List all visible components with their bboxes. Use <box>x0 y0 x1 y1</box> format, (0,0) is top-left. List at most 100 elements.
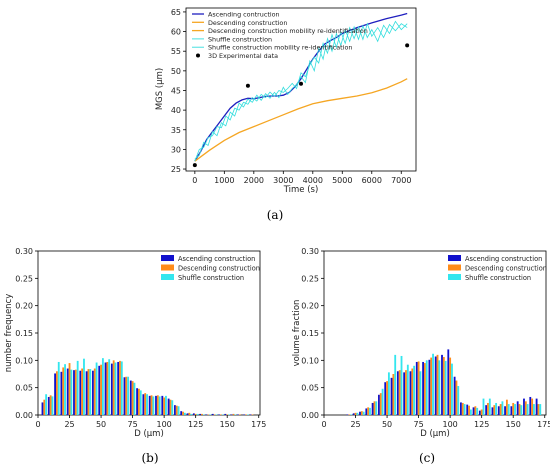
bar <box>463 404 466 415</box>
bar <box>202 414 205 415</box>
axis-ticks-c: 0 25 50 75 100 125 150 175 0.00 0.05 0.10 0.15 0.20 0… <box>301 247 550 429</box>
bar <box>516 401 519 415</box>
bar <box>190 413 193 415</box>
bar <box>491 407 494 415</box>
x-tick-label-a: 0 <box>192 176 197 185</box>
bar <box>392 374 395 415</box>
bar <box>411 368 414 415</box>
x-tick-label: 75 <box>414 420 424 429</box>
y-tick-label: 0.15 <box>15 329 33 338</box>
experimental-point <box>405 43 410 48</box>
plot-frame-a <box>185 7 417 172</box>
y-tick-label-a: 40 <box>171 106 181 115</box>
experimental-point <box>245 83 250 88</box>
bar <box>406 364 409 415</box>
bar <box>129 380 132 415</box>
bar <box>182 411 184 415</box>
x-tick-label: 175 <box>251 420 266 429</box>
y-tick-label: 0.20 <box>301 302 319 311</box>
x-tick-label: 175 <box>537 420 550 429</box>
x-tick-label-a: 5000 <box>332 176 352 185</box>
x-tick-label: 50 <box>382 420 392 429</box>
bar <box>438 360 441 415</box>
bar <box>215 414 218 415</box>
bar <box>396 371 399 415</box>
y-tick-label: 0.25 <box>15 274 33 283</box>
legend-swatch <box>448 274 461 280</box>
panel-c-bar-chart: 0 25 50 75 100 125 150 175 0.00 0.05 0.10 0.15 0.20 0… <box>292 247 550 465</box>
x-tick-label-a: 4000 <box>303 176 323 185</box>
bar <box>359 411 361 415</box>
bar <box>125 376 128 415</box>
bar <box>482 398 485 415</box>
x-tick-label: 125 <box>474 420 489 429</box>
x-tick-label: 0 <box>35 420 40 429</box>
bar <box>136 388 138 415</box>
bar <box>474 406 477 415</box>
legend-entry: Shuffle construction <box>465 274 531 282</box>
bar <box>529 396 532 415</box>
y-tick-label: 0.25 <box>301 274 319 283</box>
bar <box>150 395 153 415</box>
bar <box>432 353 434 415</box>
bar <box>137 388 140 415</box>
bar <box>85 371 88 415</box>
bar <box>163 397 166 415</box>
bar <box>460 402 462 415</box>
bar <box>400 355 403 415</box>
bar <box>221 414 224 415</box>
bar <box>423 363 426 415</box>
bar <box>228 414 230 415</box>
bar <box>444 360 447 415</box>
bar <box>139 390 142 415</box>
bar <box>425 360 428 415</box>
bar <box>524 401 527 415</box>
bar <box>101 358 104 415</box>
bar <box>167 398 170 415</box>
bar <box>142 394 145 415</box>
bar <box>480 409 483 415</box>
bar <box>56 371 58 415</box>
bar <box>226 414 229 415</box>
legend-swatch <box>161 264 174 271</box>
bar <box>95 362 98 415</box>
bar <box>428 359 431 415</box>
bar <box>441 354 443 415</box>
y-tick-label-a: 60 <box>171 28 181 37</box>
bar <box>133 382 136 415</box>
bar <box>356 412 359 415</box>
bar <box>79 370 82 415</box>
bar <box>398 370 401 415</box>
bar <box>188 412 191 415</box>
bar <box>89 369 92 415</box>
bar <box>487 402 489 415</box>
bars-c <box>346 349 542 415</box>
x-tick-label: 50 <box>96 420 106 429</box>
x-tick-label: 150 <box>506 420 521 429</box>
bar <box>192 413 195 415</box>
series-line-0 <box>194 12 408 162</box>
bar <box>100 364 102 415</box>
y-tick-label: 0.30 <box>15 247 33 256</box>
bar <box>237 414 239 415</box>
x-tick-label-a: 2000 <box>244 176 264 185</box>
bar <box>76 360 79 415</box>
bar <box>104 362 107 415</box>
experimental-point <box>299 81 303 86</box>
bar <box>442 357 445 415</box>
bar <box>371 402 374 415</box>
series-line-1 <box>194 78 408 162</box>
legend-entry: Ascending construction <box>178 255 255 263</box>
bar <box>177 406 180 415</box>
legend-entry-a: Shuffle construction <box>208 35 272 43</box>
x-axis-label-b: D (μm) <box>134 429 164 439</box>
y-tick-label-a: 30 <box>171 145 181 154</box>
bar <box>119 360 121 415</box>
bar <box>238 414 241 415</box>
bar <box>367 407 370 415</box>
bar <box>51 396 54 415</box>
bar <box>436 354 439 415</box>
bar <box>535 398 538 415</box>
x-tick-label-a: 7000 <box>391 176 411 185</box>
y-tick-label-a: 35 <box>171 126 181 135</box>
